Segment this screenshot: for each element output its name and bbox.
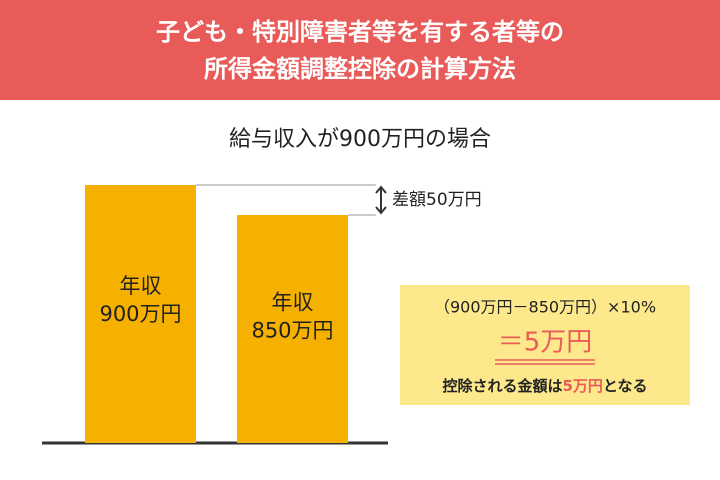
header-title: 所得金額調整控除の計算方法 <box>204 55 516 83</box>
bar <box>237 215 348 443</box>
bar-category: 年収 <box>272 291 314 315</box>
difference-label: 差額50万円 <box>392 190 482 210</box>
conclusion-highlight: 5万円 <box>563 377 603 395</box>
result-box <box>400 285 690 405</box>
conclusion-part: となる <box>603 377 648 395</box>
result: ＝5万円 <box>498 328 593 358</box>
difference-arrow <box>375 185 387 215</box>
chart-title: 給与収入が900万円の場合 <box>229 127 491 152</box>
bar-value-label: 850万円 <box>251 319 333 343</box>
formula: （900万円－850万円）×10% <box>434 298 656 317</box>
header-band <box>0 0 720 100</box>
conclusion-part: 控除される金額は <box>442 377 562 395</box>
bars: 年収 900万円 年収 850万円 <box>85 184 376 443</box>
bar <box>85 185 196 443</box>
conclusion: 控除される金額は5万円となる <box>442 377 647 395</box>
bar-category: 年収 <box>120 274 162 298</box>
header-title: 子ども・特別障害者等を有する者等の <box>156 18 564 46</box>
bar-value-label: 900万円 <box>99 302 181 326</box>
